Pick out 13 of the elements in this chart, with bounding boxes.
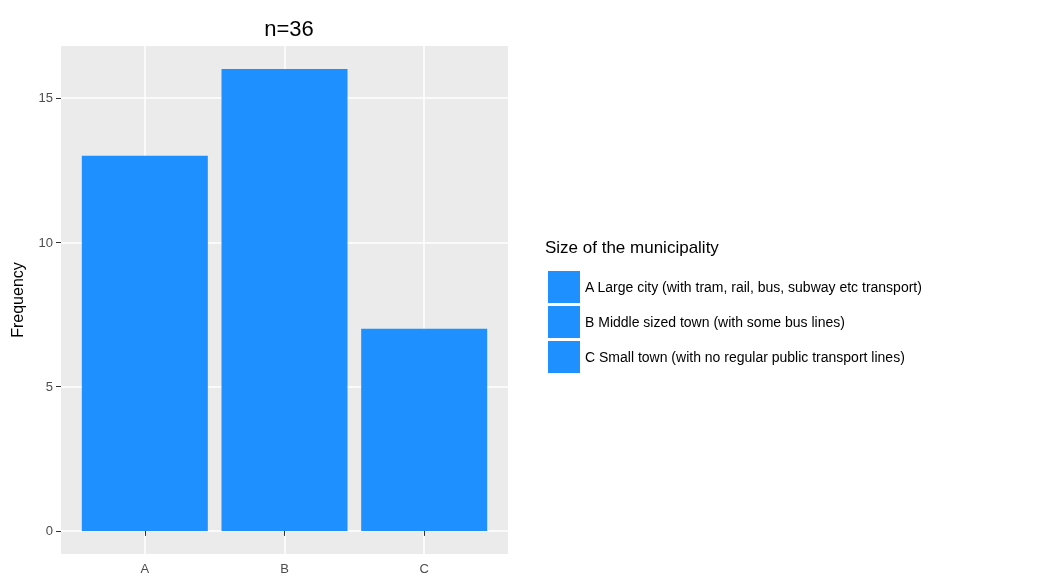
y-tick-label: 5 [45,379,53,395]
x-tick-label: C [419,561,429,576]
y-tick-label: 10 [38,234,53,250]
chart-title: n=36 [264,15,314,41]
y-tick-label: 15 [38,90,53,106]
y-tick-label: 0 [45,523,53,539]
legend-label: B Middle sized town (with some bus lines) [585,314,845,330]
x-tick-label: B [280,561,289,576]
x-tick-label: A [140,561,150,576]
legend-label: C Small town (with no regular public transport lines) [585,349,905,365]
y-axis-title: Frequency [8,262,26,338]
legend-label: A Large city (with tram, rail, bus, subway etc transport) [585,279,922,295]
legend-title: Size of the municipality [545,238,720,257]
